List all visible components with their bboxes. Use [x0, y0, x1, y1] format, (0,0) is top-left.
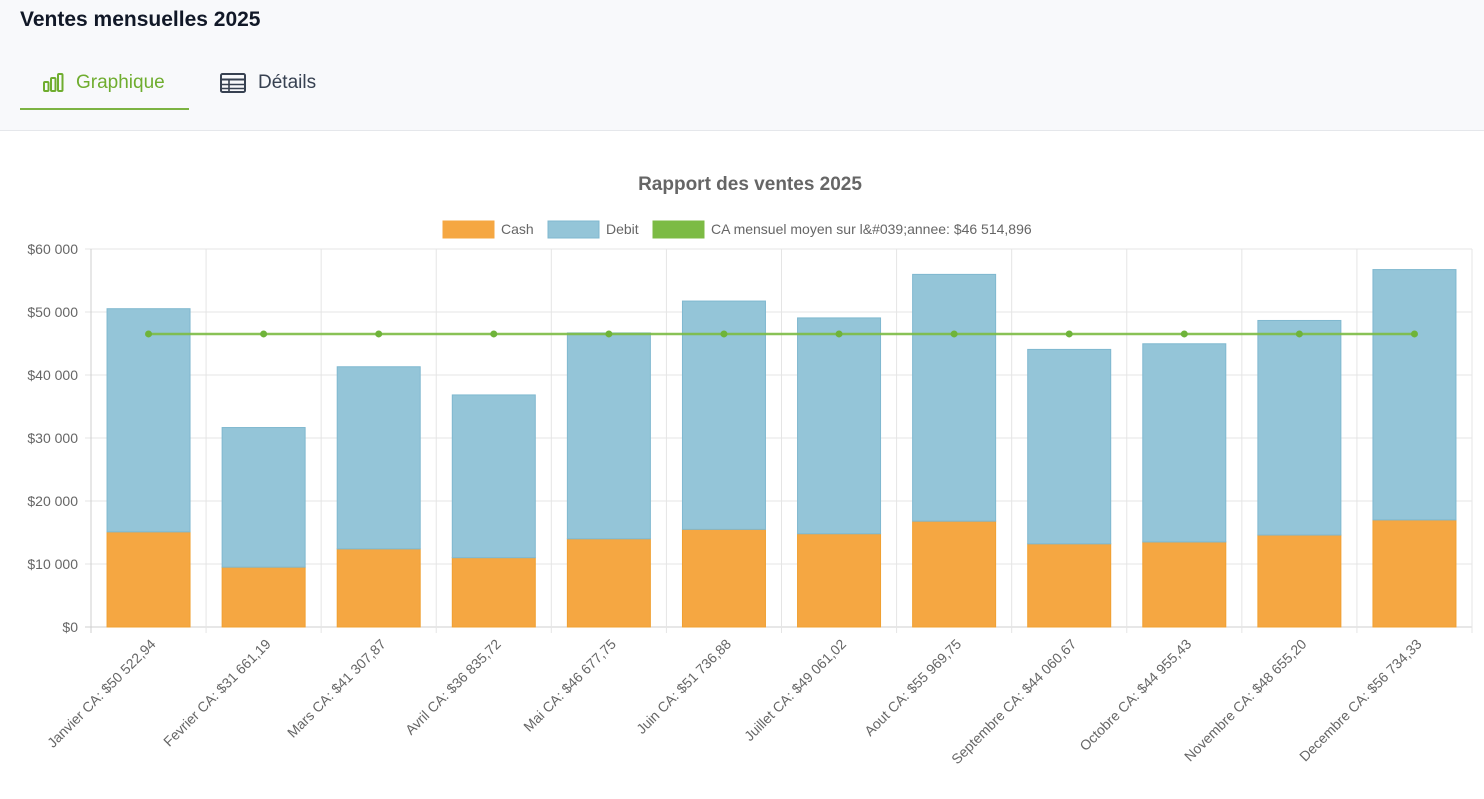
chart-legend: Cash Debit CA mensuel moyen sur l&#039;a…: [442, 220, 1032, 239]
bar-debit: [1257, 319, 1342, 536]
sales-chart: Rapport des ventes 2025 Cash Debit CA me…: [27, 174, 1473, 767]
average-point: [1065, 330, 1073, 338]
y-tick-label: $50 000: [27, 304, 78, 320]
y-tick-label: $20 000: [27, 493, 78, 509]
bar-debit: [221, 427, 306, 568]
tab-details-label: Détails: [258, 72, 317, 93]
legend-swatch-average: [652, 220, 705, 239]
legend-label-cash: Cash: [501, 221, 534, 237]
bar-debit: [797, 317, 882, 535]
page-header: Ventes mensuelles 2025 Graphique Détails: [0, 0, 1484, 131]
x-tick-label: Novembre CA: $48 655,20: [1181, 636, 1310, 765]
legend-item-cash[interactable]: Cash: [442, 220, 534, 239]
x-tick-label: Octobre CA: $44 955,43: [1076, 636, 1194, 754]
x-tick-label: Juillet CA: $49 061,02: [741, 636, 849, 744]
average-point: [145, 330, 153, 338]
chart-grid: [85, 248, 1473, 633]
bar-cash: [681, 528, 766, 628]
chart-title: Rapport des ventes 2025: [638, 174, 862, 195]
x-tick-label: Decembre CA: $56 734,33: [1296, 636, 1425, 765]
average-point: [720, 330, 728, 338]
chart-bars: [106, 269, 1457, 628]
y-tick-label: $10 000: [27, 556, 78, 572]
x-tick-label: Septembre CA: $44 060,67: [948, 636, 1079, 767]
y-tick-label: $40 000: [27, 367, 78, 383]
bar-debit: [912, 273, 997, 522]
bar-debit: [681, 300, 766, 530]
bar-debit: [1142, 343, 1227, 543]
bar-cash: [1027, 543, 1112, 628]
average-point: [490, 330, 498, 338]
bar-cash: [1372, 519, 1457, 628]
legend-swatch-debit: [547, 220, 600, 239]
tab-details[interactable]: Détails: [220, 60, 350, 110]
average-point: [1295, 330, 1303, 338]
y-tick-label: $30 000: [27, 430, 78, 446]
chart-area: Rapport des ventes 2025 Cash Debit CA me…: [0, 132, 1484, 799]
bar-cash: [106, 531, 191, 628]
bar-cash: [336, 548, 421, 628]
page-title: Ventes mensuelles 2025: [20, 8, 261, 31]
bar-debit: [451, 394, 536, 559]
bar-debit: [566, 332, 651, 540]
x-tick-label: Janvier CA: $50 522,94: [44, 636, 159, 751]
y-axis: $0 $10 000 $20 000 $30 000 $40 000 $50 000 $60…: [27, 241, 78, 635]
x-tick-label: Fevrier CA: $31 661,19: [160, 636, 274, 750]
tab-graphique-label: Graphique: [76, 72, 165, 93]
legend-swatch-cash: [442, 220, 495, 239]
average-point: [1180, 330, 1188, 338]
average-point: [260, 330, 268, 338]
bar-cash: [1142, 541, 1227, 628]
x-tick-label: Avril CA: $36 835,72: [402, 636, 504, 738]
average-point: [605, 330, 613, 338]
x-axis: Janvier CA: $50 522,94 Fevrier CA: $31 66…: [44, 636, 1425, 767]
bar-cash: [797, 533, 882, 628]
bar-debit: [106, 308, 191, 533]
legend-item-debit[interactable]: Debit: [547, 220, 639, 239]
bar-chart-icon: [42, 73, 64, 93]
x-tick-label: Mai CA: $46 677,75: [520, 636, 619, 735]
legend-label-average: CA mensuel moyen sur l&#039;annee: $46 5…: [711, 221, 1032, 237]
bar-cash: [221, 566, 306, 628]
average-line: [145, 330, 1418, 338]
bar-debit: [1027, 348, 1112, 545]
bar-debit: [336, 366, 421, 550]
bar-cash: [451, 557, 536, 628]
bar-cash: [566, 538, 651, 628]
y-tick-label: $0: [62, 619, 78, 635]
legend-label-debit: Debit: [606, 221, 639, 237]
bar-debit: [1372, 269, 1457, 521]
y-tick-label: $60 000: [27, 241, 78, 257]
bar-cash: [912, 520, 997, 628]
tab-graphique[interactable]: Graphique: [20, 60, 189, 110]
average-point: [375, 330, 383, 338]
bar-cash: [1257, 534, 1342, 628]
average-point: [1410, 330, 1418, 338]
x-tick-label: Juin CA: $51 736,88: [633, 636, 734, 737]
x-tick-label: Mars CA: $41 307,87: [284, 636, 389, 741]
x-tick-label: Aout CA: $55 969,75: [861, 636, 964, 739]
average-point: [835, 330, 843, 338]
average-point: [950, 330, 958, 338]
legend-item-average[interactable]: CA mensuel moyen sur l&#039;annee: $46 5…: [652, 220, 1032, 239]
table-icon: [220, 73, 246, 93]
